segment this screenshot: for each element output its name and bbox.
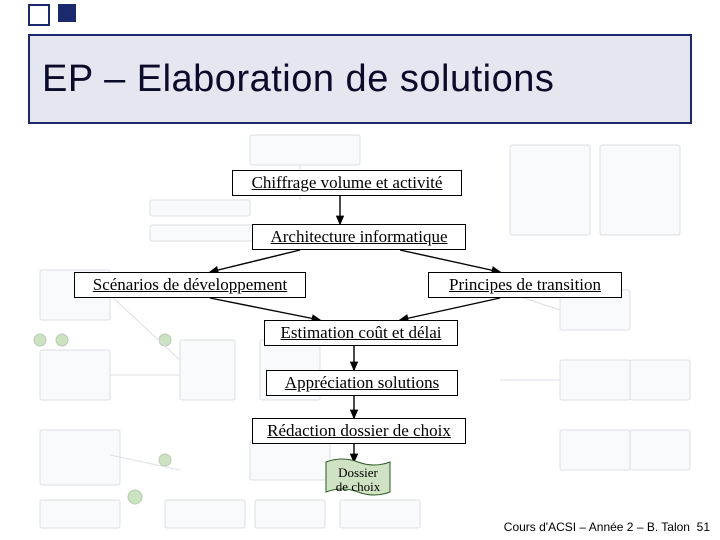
- step-label: Appréciation solutions: [285, 373, 439, 392]
- step-label: Chiffrage volume et activité: [252, 173, 443, 192]
- step-principes: Principes de transition: [428, 272, 622, 298]
- page-number: 51: [697, 520, 710, 534]
- dossier-de-choix-document: Dossier de choix: [326, 460, 390, 498]
- title-box: EP – Elaboration de solutions: [28, 34, 692, 124]
- step-scenarios: Scénarios de développement: [74, 272, 306, 298]
- footer: Cours d'ACSI – Année 2 – B. Talon 51: [504, 520, 710, 534]
- step-redaction: Rédaction dossier de choix: [252, 418, 466, 444]
- footer-text: Cours d'ACSI – Année 2 – B. Talon: [504, 520, 690, 534]
- dossier-label-line2: de choix: [336, 479, 380, 494]
- step-estimation: Estimation coût et délai: [264, 320, 458, 346]
- step-label: Estimation coût et délai: [281, 323, 442, 342]
- step-label: Architecture informatique: [270, 227, 447, 246]
- step-label: Scénarios de développement: [93, 275, 288, 294]
- dossier-label-line1: Dossier: [338, 465, 378, 480]
- step-label: Principes de transition: [449, 275, 601, 294]
- page-title: EP – Elaboration de solutions: [42, 58, 554, 101]
- step-architecture: Architecture informatique: [252, 224, 466, 250]
- step-chiffrage: Chiffrage volume et activité: [232, 170, 462, 196]
- step-appreciation: Appréciation solutions: [266, 370, 458, 396]
- step-label: Rédaction dossier de choix: [267, 421, 451, 440]
